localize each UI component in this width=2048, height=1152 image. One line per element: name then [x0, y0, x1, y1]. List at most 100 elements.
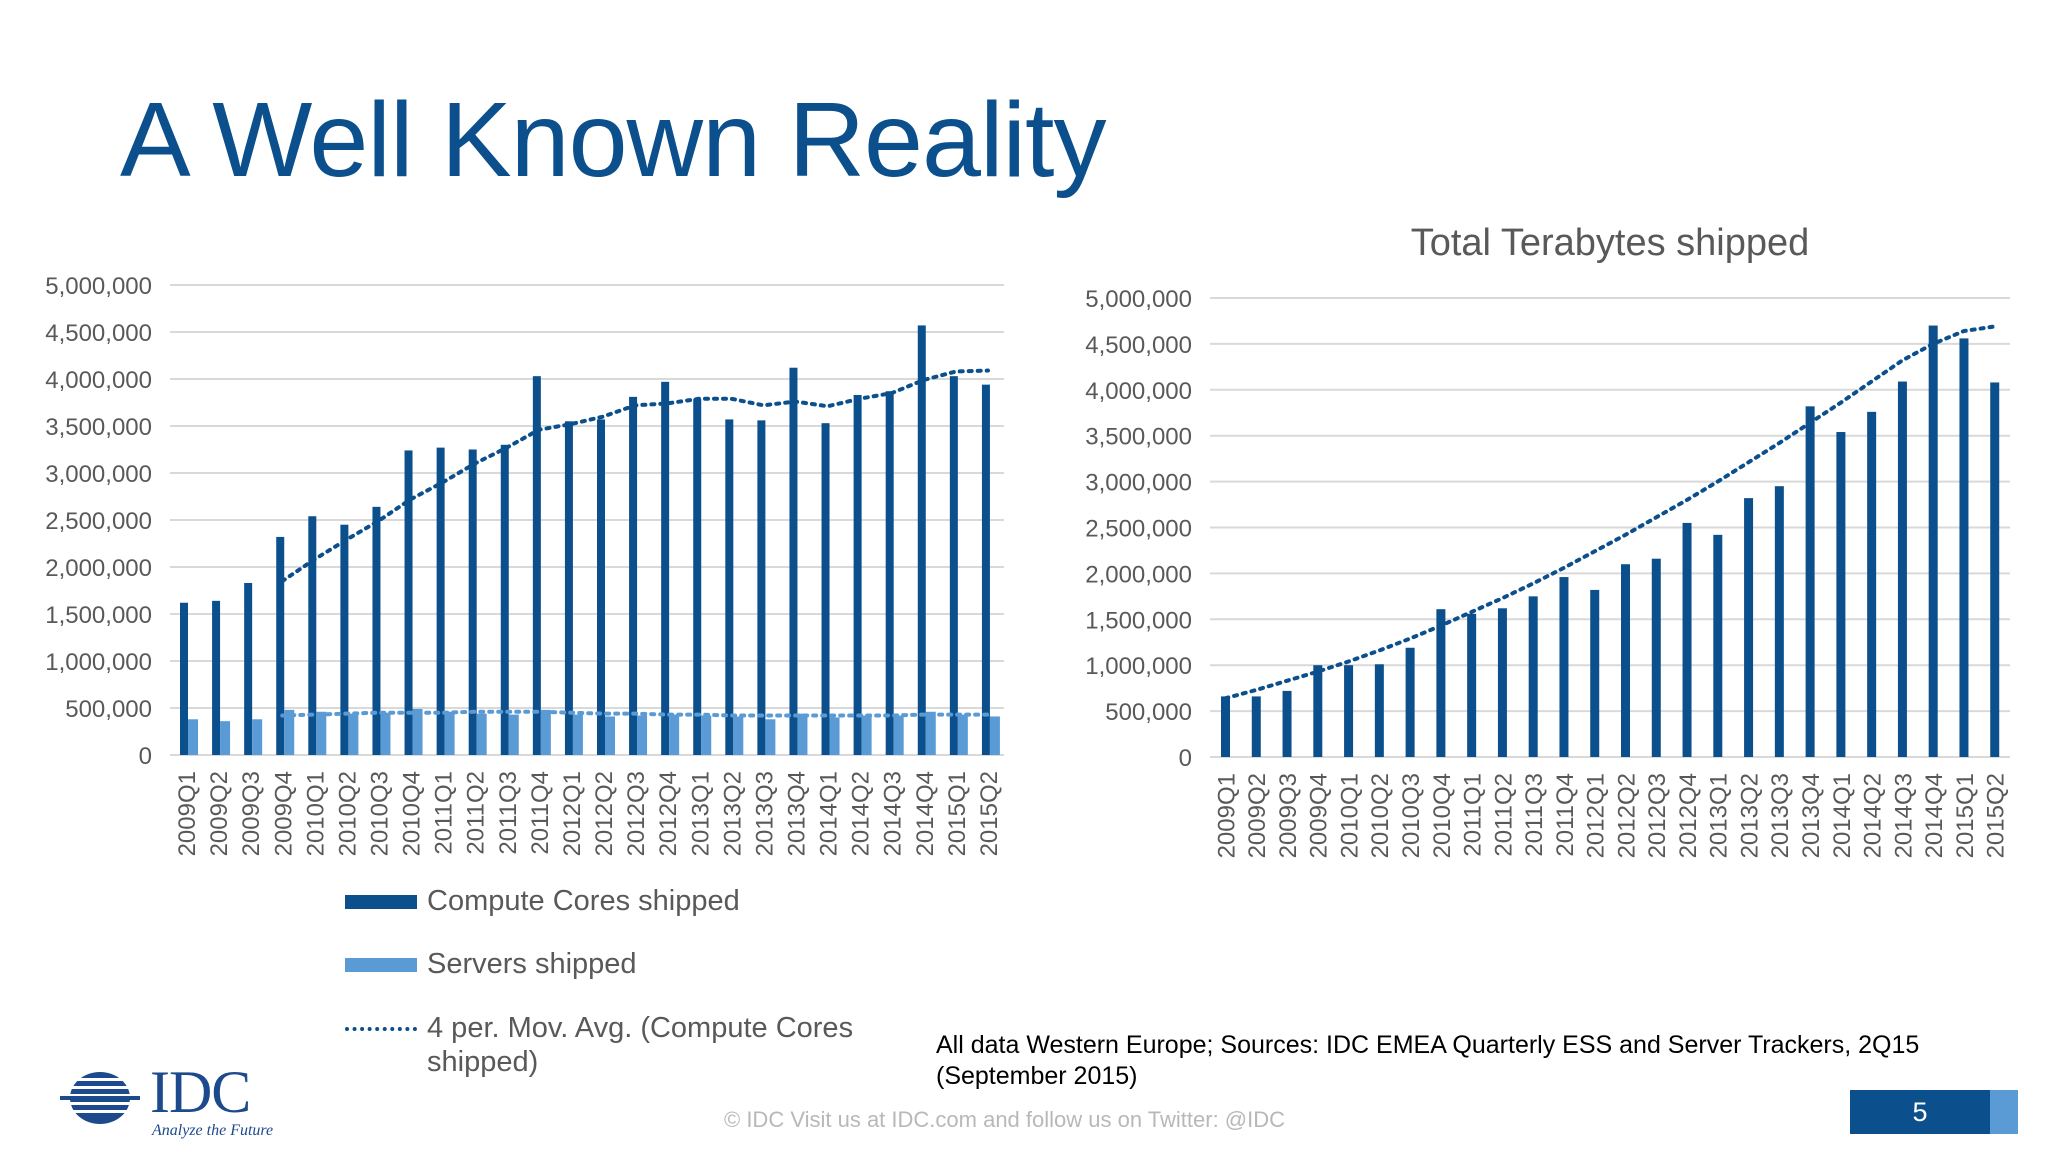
- x-tick-label: 2012Q2: [591, 771, 618, 856]
- x-tick-label: 2011Q4: [527, 771, 554, 855]
- x-tick-label: 2009Q3: [1275, 773, 1302, 858]
- bar-servers-shipped: [412, 708, 423, 755]
- x-tick-label: 2010Q1: [302, 771, 329, 856]
- bar-total-terabytes-shipped: [1713, 534, 1723, 757]
- y-tick-label: 3,500,000: [45, 414, 152, 441]
- y-tick-label: 1,000,000: [1085, 653, 1192, 680]
- x-tick-label: 2009Q4: [270, 771, 297, 856]
- bar-servers-shipped: [188, 719, 198, 755]
- bar-servers-shipped: [316, 711, 327, 755]
- bar-servers-shipped: [829, 717, 840, 755]
- bar-compute-cores-shipped: [308, 516, 317, 755]
- bar-servers-shipped: [476, 713, 487, 755]
- x-tick-label: 2010Q2: [1367, 773, 1394, 858]
- bar-servers-shipped: [989, 716, 1000, 755]
- y-tick-label: 1,500,000: [45, 602, 152, 629]
- bar-compute-cores-shipped: [436, 447, 445, 755]
- y-tick-label: 3,000,000: [1085, 470, 1192, 497]
- x-tick-label: 2014Q3: [1890, 773, 1917, 858]
- x-tick-label: 2013Q4: [1798, 773, 1825, 858]
- bar-total-terabytes-shipped: [1774, 486, 1784, 757]
- bar-servers-shipped: [893, 715, 904, 755]
- bar-compute-cores-shipped: [404, 450, 413, 755]
- x-tick-label: 2013Q3: [1767, 773, 1794, 858]
- y-tick-label: 2,000,000: [45, 555, 152, 582]
- bar-total-terabytes-shipped: [1467, 613, 1477, 757]
- bar-compute-cores-shipped: [372, 506, 381, 755]
- bar-compute-cores-shipped: [853, 394, 862, 755]
- y-tick-label: 1,000,000: [45, 649, 152, 676]
- bar-servers-shipped: [252, 719, 263, 755]
- bar-total-terabytes-shipped: [1313, 665, 1323, 757]
- bar-total-terabytes-shipped: [1928, 325, 1938, 757]
- y-tick-label: 0: [1179, 745, 1192, 772]
- bar-compute-cores-shipped: [468, 449, 477, 755]
- bar-servers-shipped: [637, 715, 648, 755]
- x-tick-label: 2011Q1: [431, 771, 458, 855]
- page-number: 5: [1912, 1097, 1928, 1127]
- bar-total-terabytes-shipped: [1959, 338, 1969, 757]
- footer-text: © IDC Visit us at IDC.com and follow us …: [724, 1107, 1286, 1132]
- y-tick-label: 2,000,000: [1085, 561, 1192, 588]
- bar-total-terabytes-shipped: [1651, 558, 1661, 757]
- source-note: All data Western Europe; Sources: IDC EM…: [936, 1031, 1920, 1090]
- x-tick-label: 2014Q2: [1860, 773, 1887, 858]
- bar-servers-shipped: [701, 715, 712, 755]
- x-tick-label: 2014Q1: [816, 771, 843, 856]
- x-tick-label: 2011Q2: [463, 771, 490, 855]
- bar-compute-cores-shipped: [885, 391, 894, 755]
- trendline-trend: [1223, 324, 1997, 701]
- bar-total-terabytes-shipped: [1682, 522, 1692, 757]
- y-tick-label: 4,000,000: [1085, 378, 1192, 405]
- bar-total-terabytes-shipped: [1805, 406, 1815, 757]
- legend-label: Servers shipped: [427, 948, 637, 980]
- legend-label: Compute Cores shipped: [427, 885, 740, 917]
- bar-servers-shipped: [348, 713, 359, 755]
- bar-total-terabytes-shipped: [1528, 596, 1538, 757]
- bar-servers-shipped: [284, 709, 295, 755]
- page-number-box: 5: [1850, 1090, 2018, 1134]
- bar-compute-cores-shipped: [564, 421, 573, 755]
- bar-total-terabytes-shipped: [1497, 608, 1507, 757]
- x-tick-label: 2013Q3: [751, 771, 778, 856]
- x-tick-label: 2012Q4: [655, 771, 682, 856]
- x-tick-label: 2009Q2: [206, 771, 233, 856]
- chart-terabytes: Total Terabytes shipped 0 500,000 1,000,000…: [1085, 222, 2010, 858]
- idc-wordmark: IDC: [150, 1059, 251, 1125]
- x-tick-label: 2012Q3: [1644, 773, 1671, 858]
- legend-item-servers: Servers shipped: [345, 948, 637, 981]
- x-tick-label: 2013Q1: [1706, 773, 1733, 858]
- x-tick-label: 2011Q2: [1490, 773, 1517, 857]
- x-tick-label: 2015Q2: [976, 771, 1003, 856]
- bar-total-terabytes-shipped: [1744, 498, 1754, 757]
- bar-compute-cores-shipped: [981, 384, 990, 755]
- bar-compute-cores-shipped: [597, 419, 605, 755]
- chart-title: Total Terabytes shipped: [1411, 222, 1810, 264]
- bar-servers-shipped: [572, 714, 583, 755]
- y-tick-label: 5,000,000: [1085, 286, 1192, 313]
- bar-servers-shipped: [861, 715, 872, 755]
- bar-total-terabytes-shipped: [1405, 647, 1415, 757]
- bar-servers-shipped: [220, 721, 231, 755]
- bar-servers-shipped: [540, 709, 551, 755]
- bar-total-terabytes-shipped: [1251, 696, 1261, 757]
- bar-servers-shipped: [380, 712, 391, 755]
- x-tick-label: 2014Q4: [1921, 773, 1948, 858]
- legend-item-compute-cores: Compute Cores shipped: [345, 885, 740, 918]
- y-tick-label: 3,500,000: [1085, 424, 1192, 451]
- bar-servers-shipped: [605, 716, 615, 755]
- y-tick-label: 1,500,000: [1085, 607, 1192, 634]
- y-tick-label: 0: [139, 743, 152, 770]
- legend-swatch-compute-cores: [345, 895, 417, 909]
- bar-compute-cores-shipped: [180, 602, 188, 755]
- bar-compute-cores-shipped: [212, 600, 221, 755]
- bar-compute-cores-shipped: [244, 582, 253, 755]
- bar-total-terabytes-shipped: [1559, 577, 1569, 757]
- bar-compute-cores-shipped: [693, 398, 702, 755]
- bar-servers-shipped: [508, 714, 519, 755]
- bar-total-terabytes-shipped: [1221, 696, 1230, 757]
- x-tick-label: 2012Q1: [1583, 773, 1610, 858]
- chart-compute-cores: 0 500,000 1,000,000 1,500,000 2,000,000 2,500…: [45, 273, 1004, 856]
- idc-globe-icon: [60, 1072, 140, 1124]
- bar-total-terabytes-shipped: [1836, 432, 1846, 757]
